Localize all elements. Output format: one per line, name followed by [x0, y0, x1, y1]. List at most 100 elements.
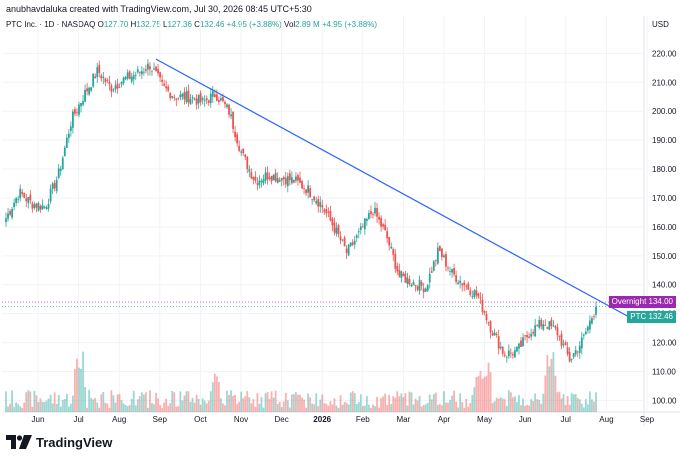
- candle-body: [392, 249, 395, 255]
- candle-body: [315, 201, 318, 204]
- candle-body: [258, 180, 261, 186]
- volume-change-value: +4.95 (+3.88%): [321, 20, 378, 29]
- volume-bar: [481, 378, 484, 412]
- volume-bar: [201, 398, 204, 412]
- volume-bar: [359, 394, 362, 412]
- volume-bar: [264, 393, 267, 412]
- candle-body: [59, 168, 62, 171]
- volume-bar: [161, 407, 164, 412]
- volume-bar: [76, 358, 78, 412]
- volume-bar: [455, 401, 458, 412]
- volume-bar: [108, 407, 111, 412]
- volume-bar: [335, 405, 338, 412]
- candle-body: [175, 98, 178, 100]
- candle-body: [412, 282, 415, 286]
- volume-bar: [457, 407, 460, 412]
- x-tick-label: Feb: [356, 415, 370, 424]
- volume-bar: [418, 396, 421, 412]
- volume-bar: [560, 398, 563, 412]
- volume-bar: [337, 407, 340, 412]
- candle-body: [556, 327, 559, 336]
- candle-body: [120, 82, 123, 85]
- candle-body: [43, 206, 46, 208]
- candle-body: [570, 358, 573, 360]
- candle-body: [149, 66, 151, 70]
- candle-body: [528, 336, 530, 338]
- volume-bar: [591, 399, 593, 412]
- candle-body: [220, 98, 222, 101]
- candle-body: [329, 210, 332, 221]
- candle-body: [256, 183, 259, 185]
- volume-bar: [104, 402, 107, 412]
- volume-bar: [90, 397, 93, 412]
- candle-body: [469, 290, 472, 295]
- candle-body: [116, 83, 119, 89]
- y-tick-label: 150.00: [652, 252, 677, 261]
- volume-bar: [72, 395, 74, 412]
- candle-body: [591, 318, 593, 324]
- candle-body: [449, 271, 451, 272]
- candle-body: [82, 101, 84, 105]
- volume-bar: [132, 390, 135, 412]
- candle-body: [282, 176, 285, 180]
- volume-bar: [232, 395, 234, 412]
- candle-body: [268, 177, 271, 180]
- candle-body: [167, 86, 170, 91]
- x-tick-label: Jul: [561, 415, 571, 424]
- volume-bar: [130, 398, 133, 412]
- candle-body: [238, 145, 241, 151]
- y-tick-label: 140.00: [652, 281, 677, 290]
- volume-bar: [102, 391, 105, 412]
- volume-bar: [475, 377, 478, 412]
- candle-body: [134, 74, 137, 76]
- volume-bar: [323, 403, 326, 412]
- volume-bar: [74, 368, 76, 412]
- volume-bar: [35, 395, 38, 412]
- volume-bar: [240, 391, 243, 412]
- candle-body: [432, 261, 435, 271]
- volume-bar: [78, 367, 80, 412]
- volume-bar: [147, 407, 149, 412]
- candle-body: [463, 282, 466, 286]
- volume-bar: [140, 392, 143, 412]
- volume-bar: [524, 405, 526, 412]
- volume-bar: [471, 394, 474, 412]
- candle-body: [507, 350, 510, 357]
- volume-bar: [262, 407, 265, 412]
- volume-bar: [33, 390, 36, 412]
- candle-body: [408, 279, 411, 285]
- x-tick-label: Dec: [274, 415, 288, 424]
- candle-body: [234, 131, 237, 138]
- volume-bar: [307, 393, 309, 412]
- volume-bar: [246, 391, 249, 412]
- candle-body: [151, 70, 153, 72]
- candle-body: [276, 178, 279, 183]
- volume-bar: [434, 392, 437, 412]
- candle-body: [388, 237, 391, 246]
- volume-bar: [286, 400, 289, 412]
- candle-body: [339, 236, 342, 241]
- candle-body: [195, 98, 198, 105]
- volume-bar: [493, 401, 496, 412]
- x-tick-label: May: [477, 415, 492, 424]
- volume-bar: [159, 405, 161, 412]
- candle-body: [418, 279, 421, 291]
- candle-body: [17, 198, 20, 200]
- volume-bar: [126, 406, 129, 412]
- volume-bar: [333, 398, 336, 412]
- candle-body: [252, 177, 255, 180]
- tradingview-logo[interactable]: TradingView: [6, 432, 112, 452]
- candle-body: [576, 351, 579, 353]
- candle-body: [211, 91, 214, 97]
- volume-bar: [570, 393, 573, 412]
- candle-body: [126, 72, 129, 79]
- volume-bar: [390, 404, 393, 412]
- volume-bar: [473, 387, 476, 412]
- x-tick-label: Aug: [599, 415, 613, 424]
- candle-body: [179, 94, 182, 98]
- candle-body: [426, 285, 429, 291]
- volume-bar: [416, 400, 419, 412]
- candle-body: [365, 218, 368, 221]
- candle-body: [359, 226, 362, 230]
